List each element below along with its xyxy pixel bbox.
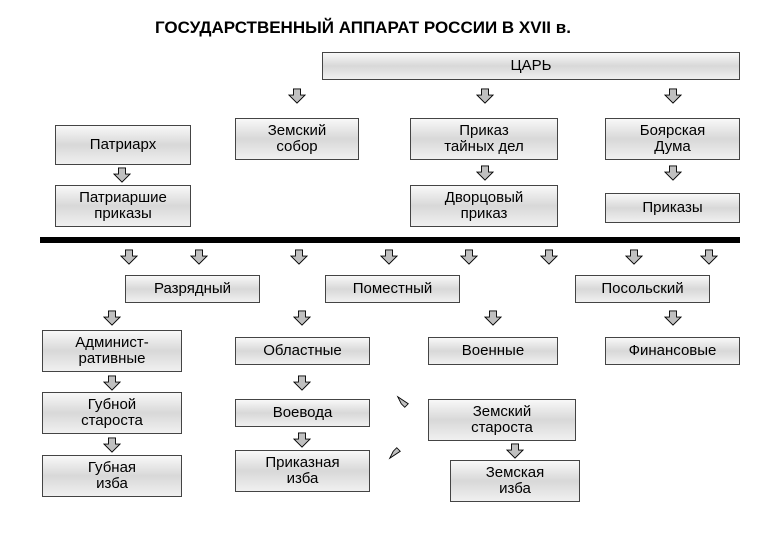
node-dvortsovyy: Дворцовыйприказ — [410, 185, 558, 227]
node-zemskaya-izba: Земскаяизба — [450, 460, 580, 502]
arrow-down-icon — [113, 167, 131, 183]
node-gubnoy-starosta: Губнойстароста — [42, 392, 182, 434]
arrow-down-icon — [540, 249, 558, 265]
node-oblastnye: Областные — [235, 337, 370, 365]
node-label: Финансовые — [629, 343, 717, 360]
arrow-down-icon — [506, 443, 524, 459]
node-voevoda: Воевода — [235, 399, 370, 427]
node-label: Приказтайных дел — [444, 123, 524, 156]
arrow-down-icon — [290, 249, 308, 265]
node-finansovye: Финансовые — [605, 337, 740, 365]
node-label: Поместный — [353, 281, 433, 298]
node-label: Воевода — [273, 405, 333, 422]
arrow-down-icon — [460, 249, 478, 265]
arrow-diag-icon — [396, 395, 410, 409]
node-label: Админист-ративные — [75, 335, 148, 368]
node-label: БоярскаяДума — [640, 123, 706, 156]
node-prikaznaya-izba: Приказнаяизба — [235, 450, 370, 492]
node-label: Земскийсобор — [268, 123, 327, 156]
arrow-down-icon — [293, 310, 311, 326]
arrow-down-icon — [700, 249, 718, 265]
node-label: Приказы — [642, 200, 702, 217]
arrow-down-icon — [664, 165, 682, 181]
arrow-down-icon — [120, 249, 138, 265]
horizontal-bar — [40, 237, 740, 243]
arrow-down-icon — [476, 165, 494, 181]
node-patriarch: Патриарх — [55, 125, 191, 165]
node-label: Разрядный — [154, 281, 231, 298]
arrow-down-icon — [476, 88, 494, 104]
arrow-down-icon — [293, 375, 311, 391]
node-prikazy: Приказы — [605, 193, 740, 223]
arrow-down-icon — [103, 437, 121, 453]
node-label: Патриаршиеприказы — [79, 190, 167, 223]
arrow-down-icon — [190, 249, 208, 265]
node-label: Дворцовыйприказ — [445, 190, 524, 223]
node-label: Посольский — [601, 281, 683, 298]
arrow-down-icon — [103, 375, 121, 391]
node-label: Патриарх — [90, 137, 156, 154]
node-label: Военные — [462, 343, 524, 360]
node-zemsky-sobor: Земскийсобор — [235, 118, 359, 160]
node-label: Областные — [263, 343, 341, 360]
arrow-down-icon — [103, 310, 121, 326]
arrow-down-icon — [380, 249, 398, 265]
node-voennye: Военные — [428, 337, 558, 365]
node-administrativnye: Админист-ративные — [42, 330, 182, 372]
node-tsar: ЦАРЬ — [322, 52, 740, 80]
node-boyarskaya-duma: БоярскаяДума — [605, 118, 740, 160]
arrow-down-icon — [664, 310, 682, 326]
node-label: Приказнаяизба — [265, 455, 339, 488]
arrow-down-icon — [625, 249, 643, 265]
node-label: Земскийстароста — [471, 404, 533, 437]
node-label: Губнаяизба — [88, 460, 136, 493]
node-label: Губнойстароста — [81, 397, 143, 430]
node-posolskiy: Посольский — [575, 275, 710, 303]
arrow-down-icon — [484, 310, 502, 326]
node-label: Земскаяизба — [486, 465, 545, 498]
node-prikaz-taynykh: Приказтайных дел — [410, 118, 558, 160]
node-pomestnyy: Поместный — [325, 275, 460, 303]
arrow-down-icon — [664, 88, 682, 104]
arrow-down-icon — [293, 432, 311, 448]
arrow-down-icon — [288, 88, 306, 104]
node-patriarshie: Патриаршиеприказы — [55, 185, 191, 227]
node-razryadnyy: Разрядный — [125, 275, 260, 303]
diagram-title: ГОСУДАРСТВЕННЫЙ АППАРАТ РОССИИ В XVII в. — [155, 18, 571, 38]
node-label: ЦАРЬ — [511, 58, 552, 75]
node-gubnaya-izba: Губнаяизба — [42, 455, 182, 497]
arrow-diag-icon — [388, 446, 402, 460]
node-zemsky-starosta: Земскийстароста — [428, 399, 576, 441]
